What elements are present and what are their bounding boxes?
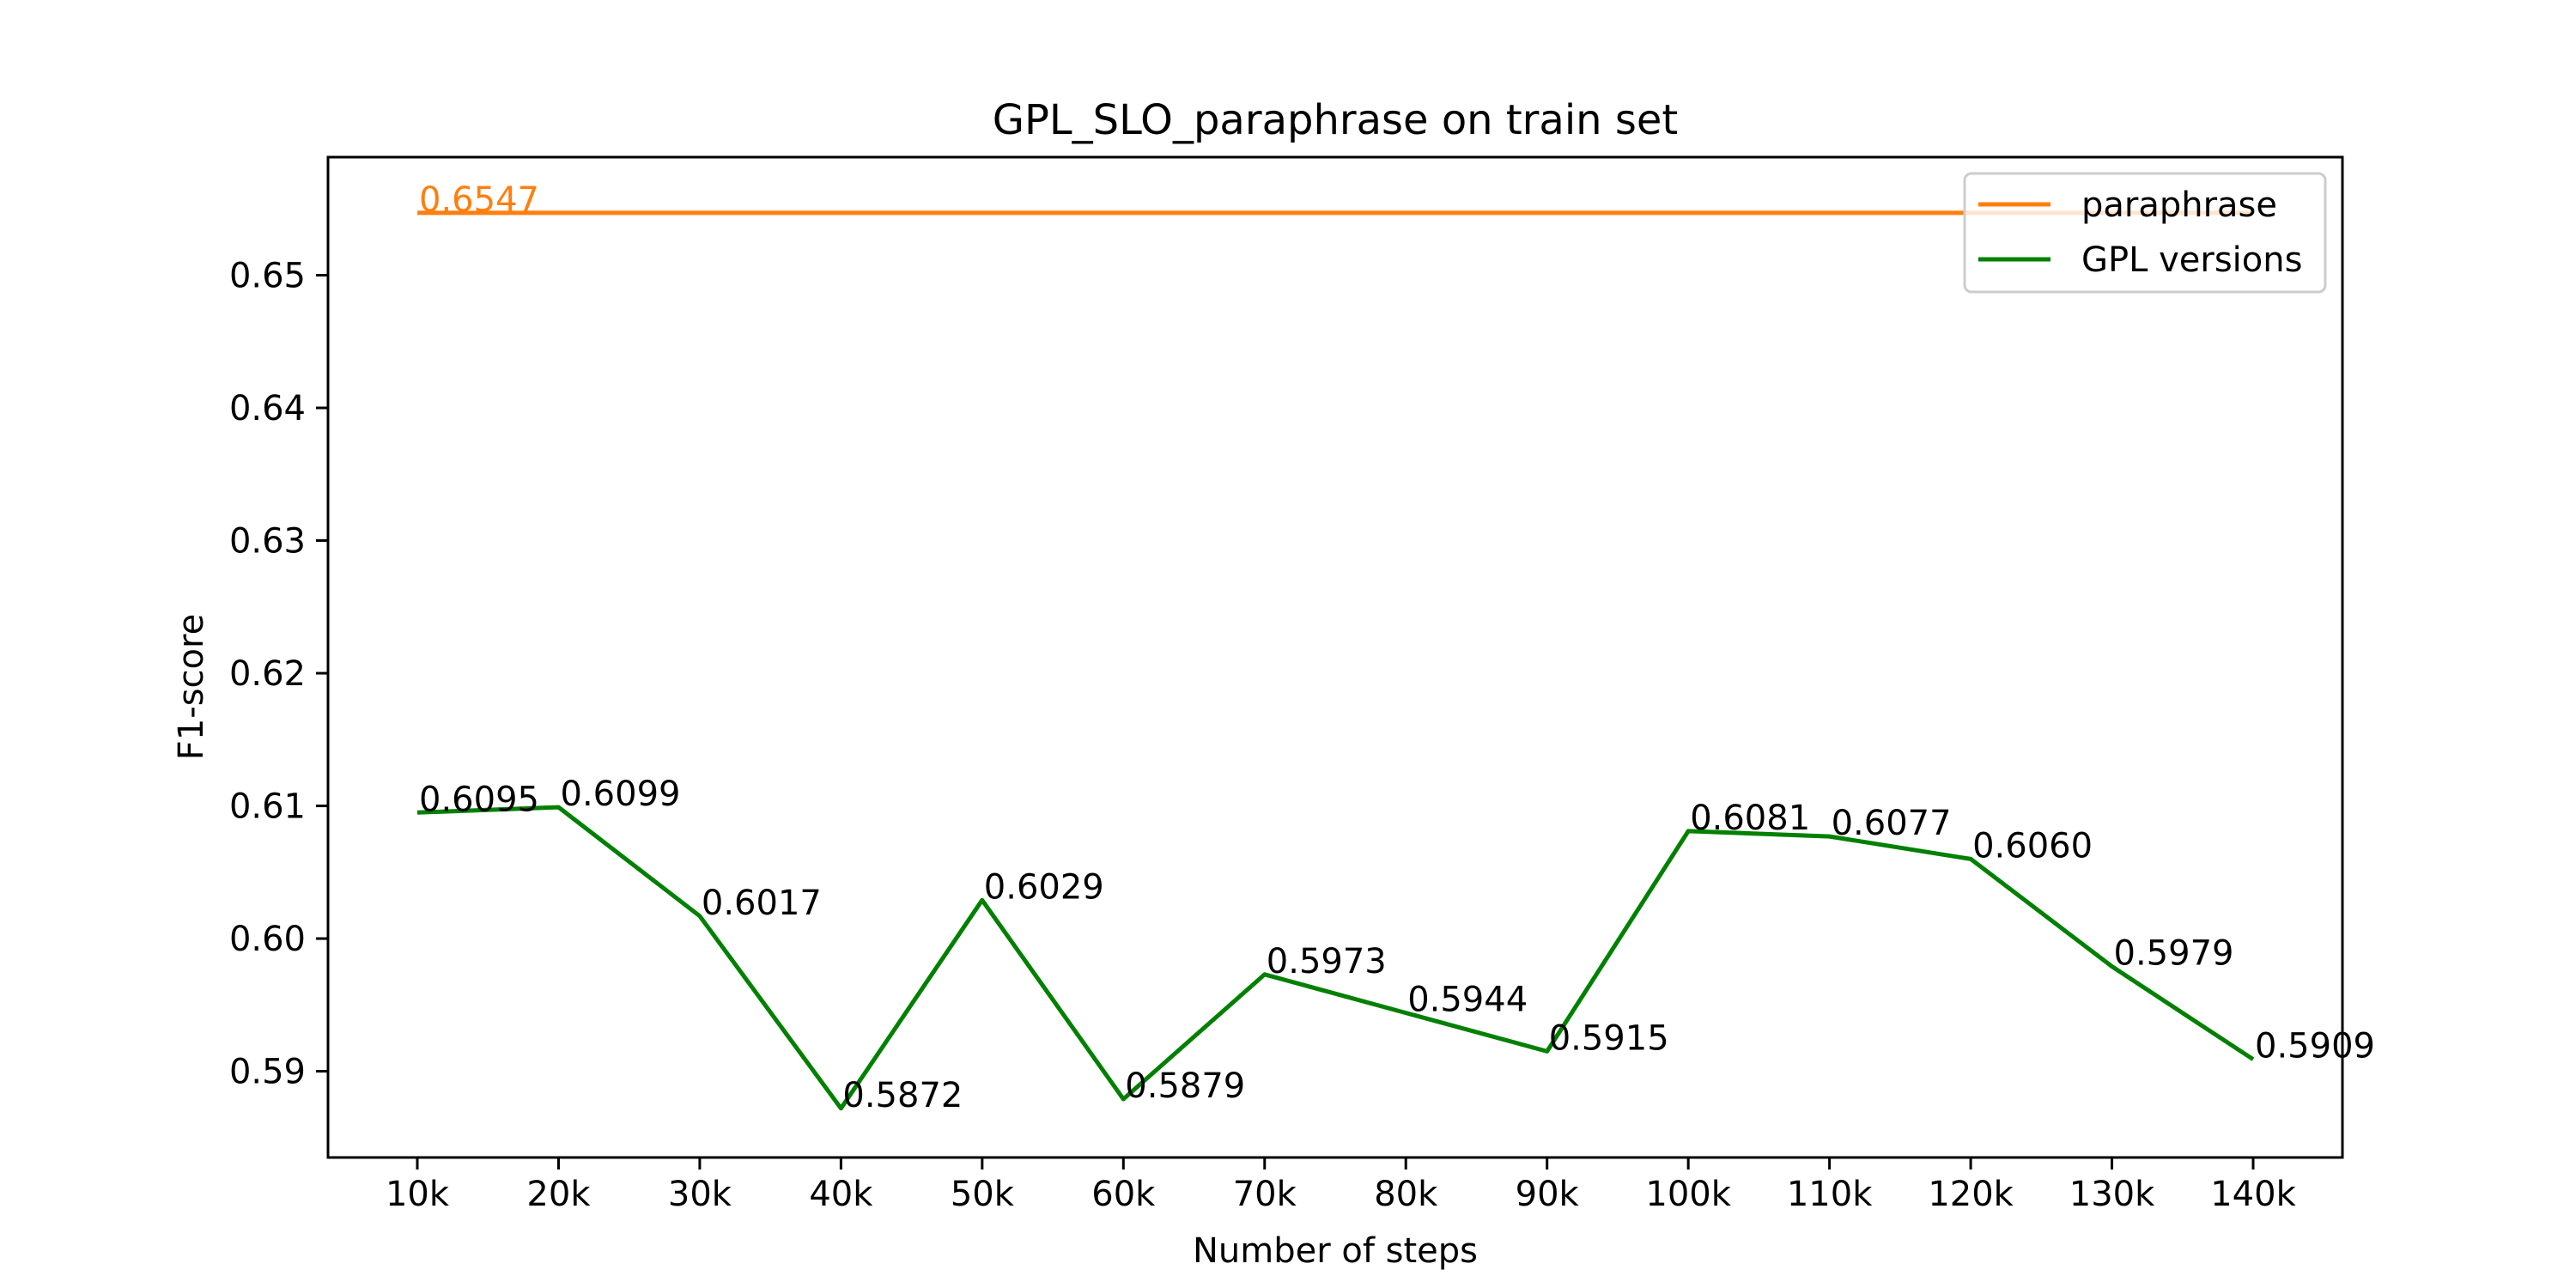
plot-area: 0.6547 0.6095 0.6099 0.6017 0.5872 0.6029 0.58…	[229, 155, 2375, 1214]
x-tick-label: 10k	[386, 1175, 450, 1214]
x-tick-label: 80k	[1374, 1175, 1438, 1214]
y-tick-label: 0.60	[229, 920, 306, 959]
data-label: 0.5973	[1267, 942, 1387, 981]
data-label: 0.6060	[1972, 826, 2093, 866]
axes-frame	[326, 155, 2344, 1159]
x-axis-label: Number of steps	[1193, 1231, 1478, 1271]
data-label: 0.5909	[2255, 1027, 2375, 1066]
x-tick-label: 60k	[1091, 1175, 1156, 1214]
x-tick-label: 130k	[2069, 1175, 2155, 1214]
y-tick-label: 0.63	[229, 522, 306, 562]
x-tick-label: 120k	[1928, 1175, 2014, 1214]
x-tick-label: 70k	[1233, 1175, 1297, 1214]
data-label: 0.5872	[842, 1076, 963, 1115]
data-label: 0.5879	[1125, 1066, 1245, 1106]
chart-title: GPL_SLO_paraphrase on train set	[993, 96, 1678, 144]
y-tick-label: 0.62	[229, 654, 306, 694]
data-label: 0.6029	[984, 867, 1104, 907]
y-tick-label: 0.65	[229, 257, 306, 296]
legend-label: GPL versions	[2081, 240, 2302, 280]
x-tick-label: 50k	[951, 1175, 1015, 1214]
y-axis-label: F1-score	[172, 614, 211, 760]
x-tick-label: 40k	[809, 1175, 873, 1214]
legend-label: paraphrase	[2081, 185, 2277, 225]
data-label: 0.6099	[561, 775, 681, 814]
data-label: 0.5979	[2114, 934, 2234, 974]
legend-box	[1963, 172, 2327, 294]
data-label: 0.5915	[1549, 1018, 1669, 1058]
x-tick-label: 90k	[1516, 1175, 1580, 1214]
legend: paraphrase GPL versions	[1963, 172, 2327, 294]
y-tick-label: 0.61	[229, 787, 306, 827]
series-line-gpl-versions	[416, 805, 2255, 1111]
data-label: 0.6077	[1832, 804, 1952, 843]
x-tick-label: 140k	[2210, 1175, 2296, 1214]
x-tick-label: 100k	[1645, 1175, 1731, 1214]
data-label: 0.5944	[1407, 981, 1528, 1020]
x-tick-label: 20k	[526, 1175, 591, 1214]
data-label: 0.6017	[702, 884, 822, 923]
y-tick-label: 0.59	[229, 1053, 306, 1092]
x-tick-label: 110k	[1787, 1175, 1873, 1214]
data-label: 0.6095	[419, 780, 539, 819]
data-label: 0.6547	[419, 180, 539, 220]
y-tick-label: 0.64	[229, 389, 306, 428]
x-tick-label: 30k	[668, 1175, 732, 1214]
data-label: 0.6081	[1690, 799, 1810, 838]
